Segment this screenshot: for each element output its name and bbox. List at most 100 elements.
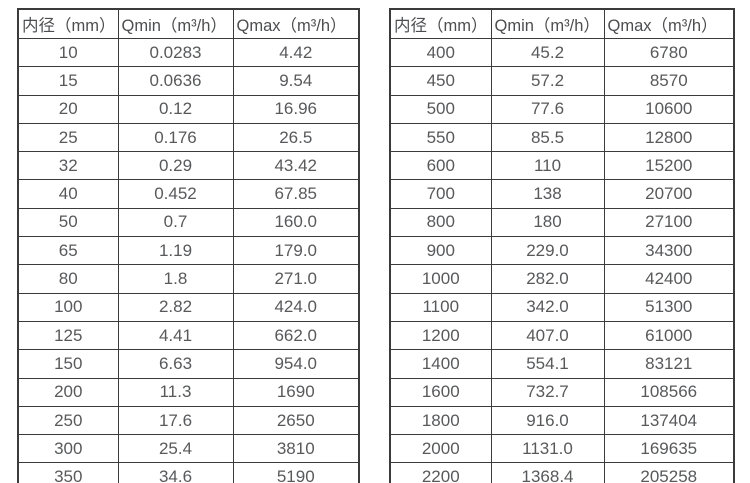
table-cell: 400: [389, 37, 492, 68]
table-cell: 85.5: [490, 122, 605, 153]
table-header: 内径（mm） Qmin（m³/h） Qmax（m³/h）: [389, 8, 735, 39]
table-cell: 0.0283: [117, 37, 234, 68]
table-row: 400 45.2 6780: [389, 37, 735, 68]
table-row: 350 34.6 5190: [17, 462, 360, 483]
table-cell: 12800: [603, 122, 735, 153]
table-cell: 67.85: [232, 179, 360, 209]
table-cell: 732.7: [490, 377, 605, 407]
table-cell: 229.0: [490, 236, 605, 266]
table-cell: 15200: [603, 151, 735, 181]
table-row: 150 6.63 954.0: [17, 349, 360, 379]
table-row: 1200 407.0 61000: [389, 320, 735, 351]
table-cell: 26.5: [232, 122, 360, 153]
table-cell: 42400: [603, 264, 735, 294]
table-cell: 1200: [389, 320, 492, 351]
table-header: 内径（mm） Qmin（m³/h） Qmax（m³/h）: [17, 8, 360, 39]
table-row: 20 0.12 16.96: [17, 94, 360, 124]
table-cell: 4.41: [117, 320, 234, 351]
table-cell: 2200: [389, 462, 492, 483]
table-cell: 77.6: [490, 94, 605, 124]
table-row: 65 1.19 179.0: [17, 236, 360, 266]
table-cell: 32: [17, 151, 119, 181]
table-cell: 1800: [389, 405, 492, 436]
header-row: 内径（mm） Qmin（m³/h） Qmax（m³/h）: [389, 8, 735, 39]
table-row: 2000 1131.0 169635: [389, 434, 735, 464]
table-cell: 1690: [232, 377, 360, 407]
table-cell: 43.42: [232, 151, 360, 181]
table-cell: 16.96: [232, 94, 360, 124]
table-cell: 11.3: [117, 377, 234, 407]
table-cell: 180: [490, 207, 605, 238]
table-row: 300 25.4 3810: [17, 434, 360, 464]
table-cell: 25: [17, 122, 119, 153]
table-cell: 1100: [389, 292, 492, 322]
table-row: 1000 282.0 42400: [389, 264, 735, 294]
table-cell: 34300: [603, 236, 735, 266]
table-cell: 4.42: [232, 37, 360, 68]
table-cell: 250: [17, 405, 119, 436]
table-row: 1400 554.1 83121: [389, 349, 735, 379]
table-row: 15 0.0636 9.54: [17, 66, 360, 96]
table-cell: 0.0636: [117, 66, 234, 96]
column-header: Qmax（m³/h）: [232, 8, 360, 39]
table-row: 1600 732.7 108566: [389, 377, 735, 407]
table-row: 125 4.41 662.0: [17, 320, 360, 351]
table-cell: 100: [17, 292, 119, 322]
header-row: 内径（mm） Qmin（m³/h） Qmax（m³/h）: [17, 8, 360, 39]
table-cell: 2650: [232, 405, 360, 436]
table-cell: 137404: [603, 405, 735, 436]
table-cell: 600: [389, 151, 492, 181]
table-cell: 1131.0: [490, 434, 605, 464]
table-cell: 350: [17, 462, 119, 483]
table-cell: 179.0: [232, 236, 360, 266]
table-cell: 282.0: [490, 264, 605, 294]
table-cell: 662.0: [232, 320, 360, 351]
table-cell: 5190: [232, 462, 360, 483]
table-cell: 500: [389, 94, 492, 124]
table-cell: 6.63: [117, 349, 234, 379]
table-cell: 550: [389, 122, 492, 153]
table-cell: 0.29: [117, 151, 234, 181]
table-cell: 57.2: [490, 66, 605, 96]
table-cell: 342.0: [490, 292, 605, 322]
table-body: 10 0.0283 4.42 15 0.0636 9.54 20 0.12 16.96 25 0.1…: [17, 37, 360, 483]
table-row: 1100 342.0 51300: [389, 292, 735, 322]
table-cell: 110: [490, 151, 605, 181]
table-cell: 1.19: [117, 236, 234, 266]
table-cell: 20: [17, 94, 119, 124]
table-cell: 2000: [389, 434, 492, 464]
column-header: Qmax（m³/h）: [603, 8, 735, 39]
flow-rate-table-large-diameters: 内径（mm） Qmin（m³/h） Qmax（m³/h） 400 45.2 6780 45…: [389, 8, 735, 483]
table-cell: 20700: [603, 179, 735, 209]
table-cell: 10: [17, 37, 119, 68]
table-cell: 83121: [603, 349, 735, 379]
table-cell: 916.0: [490, 405, 605, 436]
table-cell: 9.54: [232, 66, 360, 96]
table-cell: 2.82: [117, 292, 234, 322]
table-cell: 200: [17, 377, 119, 407]
table-cell: 1600: [389, 377, 492, 407]
table-cell: 138: [490, 179, 605, 209]
table-cell: 271.0: [232, 264, 360, 294]
table-cell: 17.6: [117, 405, 234, 436]
table-cell: 160.0: [232, 207, 360, 238]
table-row: 600 110 15200: [389, 151, 735, 181]
table-cell: 1000: [389, 264, 492, 294]
table-row: 550 85.5 12800: [389, 122, 735, 153]
table-cell: 205258: [603, 462, 735, 483]
table-row: 80 1.8 271.0: [17, 264, 360, 294]
table-cell: 424.0: [232, 292, 360, 322]
table-row: 32 0.29 43.42: [17, 151, 360, 181]
table-cell: 450: [389, 66, 492, 96]
table-cell: 50: [17, 207, 119, 238]
table-cell: 125: [17, 320, 119, 351]
table-row: 800 180 27100: [389, 207, 735, 238]
table-cell: 80: [17, 264, 119, 294]
table-row: 900 229.0 34300: [389, 236, 735, 266]
table-row: 1800 916.0 137404: [389, 405, 735, 436]
table-cell: 0.176: [117, 122, 234, 153]
table-cell: 3810: [232, 434, 360, 464]
table-row: 10 0.0283 4.42: [17, 37, 360, 68]
column-header: 内径（mm）: [17, 8, 119, 39]
